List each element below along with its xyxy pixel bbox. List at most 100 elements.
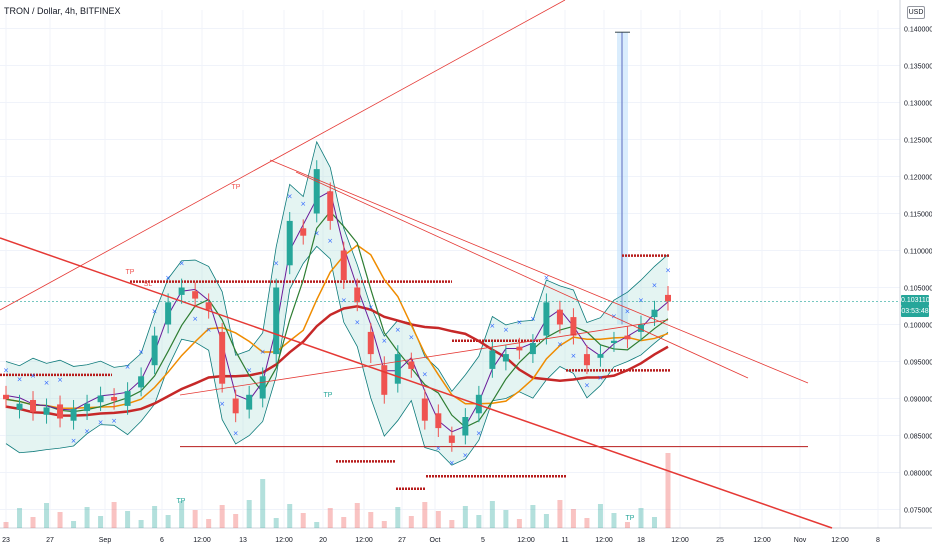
volume-bar (557, 500, 563, 528)
psar-marker: × (314, 230, 320, 238)
psar-marker: × (489, 322, 495, 330)
psar-marker: × (71, 437, 77, 445)
psar-marker: × (462, 452, 468, 460)
psar-marker: × (570, 352, 576, 360)
psar-marker: × (84, 427, 90, 435)
psar-marker: × (300, 200, 306, 208)
candle (516, 346, 523, 351)
volume-bar (395, 507, 401, 528)
volume-bar (503, 510, 509, 528)
bollinger-lower (5, 245, 669, 466)
volume-bar (368, 512, 374, 528)
psar-marker: × (17, 375, 23, 383)
volume-bar (611, 513, 617, 528)
volume-bar (300, 513, 306, 528)
psar-marker: × (30, 372, 36, 380)
volume-bar (273, 518, 279, 528)
candle (597, 354, 604, 358)
volume-bar (570, 509, 576, 528)
signal-label: TP (177, 498, 186, 505)
x-tick-label: 27 (398, 537, 406, 544)
psar-marker: × (368, 304, 374, 312)
volume-bar (192, 510, 198, 528)
signal-label: TP (232, 184, 241, 191)
x-tick-label: 12:00 (193, 537, 211, 544)
volume-bar (125, 511, 131, 528)
candle (124, 391, 131, 406)
x-tick-label: 12:00 (831, 537, 849, 544)
x-tick-label: 6 (160, 537, 164, 544)
psar-marker: × (192, 315, 198, 323)
psar-marker: × (584, 381, 590, 389)
candle (408, 361, 415, 369)
y-tick-label: 0.115000 (904, 212, 932, 219)
trend-line (0, 0, 566, 311)
volume-bar (381, 521, 387, 528)
volume-bar (287, 504, 293, 528)
x-tick-label: 12:00 (671, 537, 689, 544)
candle (435, 413, 442, 429)
signal-label: TP (126, 269, 135, 276)
psar-marker: × (530, 315, 536, 323)
psar-marker: × (179, 259, 185, 267)
psar-marker: × (44, 379, 50, 387)
candle (354, 287, 361, 303)
volume-bar (422, 502, 428, 528)
volume-bar (206, 519, 212, 528)
y-tick-label: 0.095000 (904, 360, 932, 367)
volume-bar (530, 505, 536, 528)
volume-bar (84, 507, 90, 528)
candle (3, 394, 9, 400)
candle (30, 399, 37, 412)
psar-marker: × (219, 400, 225, 408)
y-tick-label: 0.120000 (904, 175, 932, 182)
x-tick-label: 12:00 (595, 537, 613, 544)
psar-marker: × (638, 296, 644, 304)
x-tick-label: Sep (99, 537, 112, 544)
volume-bar (71, 521, 77, 528)
psar-marker: × (233, 430, 239, 438)
volume-bar (3, 522, 9, 528)
psar-marker: × (273, 259, 279, 267)
candle (583, 354, 590, 366)
volume-bar (489, 501, 495, 528)
psar-marker: × (449, 459, 455, 467)
y-tick-label: 0.140000 (904, 27, 932, 34)
trend-line (179, 319, 669, 396)
volume-bar (597, 504, 603, 528)
psar-marker: × (287, 193, 293, 201)
currency-button[interactable]: USD (907, 6, 925, 19)
psar-marker: × (516, 319, 522, 327)
volume-bar (260, 479, 266, 528)
x-tick-label: 12:00 (355, 537, 373, 544)
y-tick-label: 0.090000 (904, 397, 932, 404)
candle (178, 287, 185, 295)
candle (313, 169, 320, 214)
volume-bar (665, 453, 671, 528)
psar-marker: × (246, 367, 252, 375)
x-tick-label: 13 (239, 537, 247, 544)
x-tick-label: 5 (481, 537, 485, 544)
candle (286, 220, 293, 266)
x-tick-label: 23 (2, 537, 10, 544)
candle (543, 302, 550, 336)
psar-marker: × (125, 363, 131, 371)
candle (327, 191, 334, 221)
y-tick-label: 0.085000 (904, 434, 932, 441)
volume-bar (449, 520, 455, 528)
volume-bar (138, 520, 144, 528)
psar-marker: × (57, 376, 63, 384)
x-tick-label: 18 (637, 537, 645, 544)
psar-marker: × (422, 370, 428, 378)
volume-bar (44, 503, 50, 528)
volume-bar (435, 511, 441, 528)
x-tick-label: 12:00 (275, 537, 293, 544)
psar-marker: × (652, 282, 658, 290)
candle (70, 408, 77, 421)
candle (232, 398, 239, 414)
y-tick-label: 0.135000 (904, 64, 932, 71)
volume-bar (233, 514, 239, 528)
volume-bar (476, 515, 482, 528)
